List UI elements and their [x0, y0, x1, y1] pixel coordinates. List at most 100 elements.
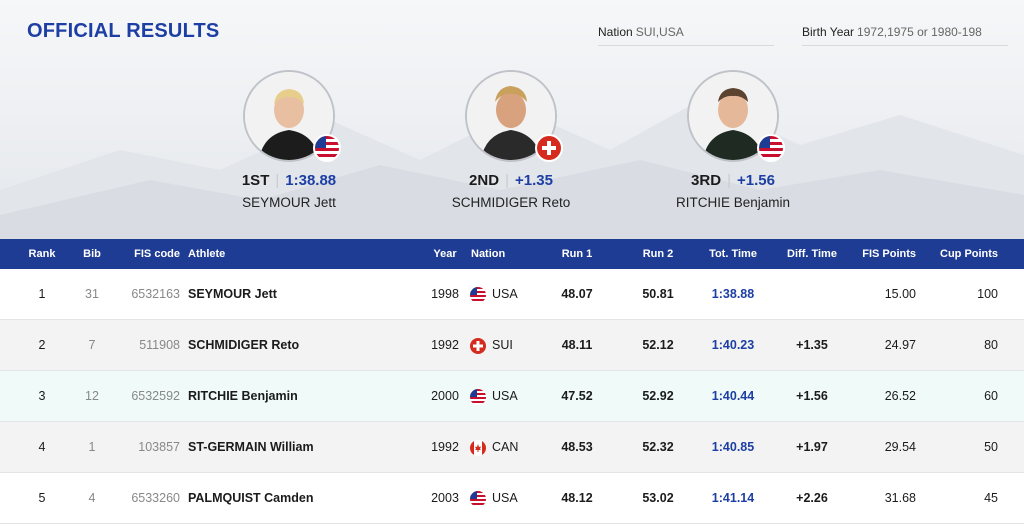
usa-flag-icon: [470, 491, 488, 507]
table-row[interactable]: 2 7 511908 SCHMIDIGER Reto 1992 SUI 48.1…: [0, 320, 1024, 371]
birth-year-filter[interactable]: Birth Year 1972,1975 or 1980-198: [802, 25, 1008, 46]
cell-total-time: 1:38.88: [711, 287, 755, 301]
cell-nation: USA: [492, 287, 518, 301]
results-hero: OFFICIAL RESULTS Nation SUI,USA Birth Yea…: [0, 0, 1024, 239]
podium-time: 1:38.88: [285, 172, 337, 189]
header-year[interactable]: Year: [433, 248, 457, 260]
cell-fis-code: 6533260: [131, 491, 180, 505]
cell-fis-points: 31.68: [884, 491, 916, 505]
page-title: OFFICIAL RESULTS: [27, 20, 220, 42]
cell-fis-points: 29.54: [884, 440, 916, 454]
cell-year: 1998: [431, 287, 459, 301]
cell-cup-points: 60: [984, 389, 998, 403]
nation-filter[interactable]: Nation SUI,USA: [598, 25, 774, 46]
cell-cup-points: 100: [977, 287, 998, 301]
cell-diff-time: +1.35: [796, 338, 828, 352]
usa-flag-icon: [757, 134, 785, 162]
header-total-time[interactable]: Tot. Time: [709, 248, 757, 260]
table-row[interactable]: 4 1 103857 ST-GERMAIN William 1992 CAN 4…: [0, 422, 1024, 473]
podium-time: +1.35: [514, 172, 553, 189]
podium-athlete-name: RITCHIE Benjamin: [675, 195, 791, 210]
canada-flag-icon: [470, 440, 488, 456]
podium-place: 3RD: [691, 172, 722, 189]
podium-time: +1.56: [736, 172, 775, 189]
cell-year: 1992: [431, 338, 459, 352]
usa-flag-icon: [470, 389, 488, 405]
podium-place: 2ND: [469, 172, 500, 189]
cell-year: 1992: [431, 440, 459, 454]
cell-fis-code: 511908: [139, 338, 180, 352]
cell-total-time: 1:40.44: [711, 389, 755, 403]
cell-run2: 53.02: [642, 491, 674, 505]
nation-filter-value: SUI,USA: [635, 25, 684, 39]
table-row[interactable]: 3 12 6532592 RITCHIE Benjamin 2000 USA 4…: [0, 371, 1024, 422]
cell-cup-points: 80: [984, 338, 998, 352]
results-table-header: Rank Bib FIS code Athlete Year Nation Ru…: [0, 239, 1024, 269]
cell-bib: 31: [85, 287, 99, 301]
cell-rank: 5: [38, 491, 46, 505]
cell-athlete[interactable]: PALMQUIST Camden: [188, 491, 314, 505]
cell-fis-code: 6532592: [131, 389, 180, 403]
podium-athlete-name: SEYMOUR Jett: [242, 195, 336, 210]
cell-total-time: 1:41.14: [711, 491, 755, 505]
switzerland-flag-icon: [535, 134, 563, 162]
podium-place: 1ST: [241, 172, 270, 189]
nation-filter-label: Nation: [598, 25, 633, 39]
cell-nation: USA: [492, 389, 518, 403]
cell-diff-time: +1.56: [796, 389, 828, 403]
usa-flag-icon: [313, 134, 341, 162]
cell-total-time: 1:40.23: [711, 338, 755, 352]
cell-fis-points: 15.00: [884, 287, 916, 301]
birth-year-filter-label: Birth Year: [802, 25, 855, 39]
cell-rank: 3: [38, 389, 46, 403]
header-fis-points[interactable]: FIS Points: [862, 248, 916, 260]
cell-diff-time: +2.26: [796, 491, 828, 505]
table-row[interactable]: 1 31 6532163 SEYMOUR Jett 1998 USA 48.07…: [0, 269, 1024, 320]
cell-run1: 47.52: [561, 389, 593, 403]
cell-bib: 7: [88, 338, 96, 352]
header-fis-code[interactable]: FIS code: [134, 248, 180, 260]
header-bib[interactable]: Bib: [83, 248, 101, 260]
cell-rank: 2: [38, 338, 46, 352]
cell-athlete[interactable]: RITCHIE Benjamin: [188, 389, 298, 403]
cell-cup-points: 45: [984, 491, 998, 505]
header-cup-points[interactable]: Cup Points: [940, 248, 999, 260]
cell-fis-code: 6532163: [131, 287, 180, 301]
header-run1[interactable]: Run 1: [561, 248, 593, 260]
cell-rank: 4: [38, 440, 46, 454]
cell-nation: CAN: [492, 440, 519, 454]
header-diff-time[interactable]: Diff. Time: [787, 248, 837, 260]
cell-run1: 48.07: [561, 287, 593, 301]
header-nation[interactable]: Nation: [471, 248, 506, 260]
header-rank[interactable]: Rank: [28, 248, 56, 260]
cell-bib: 12: [85, 389, 99, 403]
cell-run2: 52.12: [642, 338, 674, 352]
cell-diff-time: +1.97: [796, 440, 828, 454]
podium-first[interactable]: 1ST | 1:38.88 SEYMOUR Jett: [189, 70, 389, 210]
cell-bib: 4: [88, 491, 96, 505]
cell-rank: 1: [38, 287, 46, 301]
header-run2[interactable]: Run 2: [642, 248, 674, 260]
cell-run1: 48.12: [561, 491, 593, 505]
cell-run2: 52.92: [642, 389, 674, 403]
cell-run2: 52.32: [642, 440, 674, 454]
podium-third[interactable]: 3RD | +1.56 RITCHIE Benjamin: [633, 70, 833, 210]
cell-athlete[interactable]: SCHMIDIGER Reto: [188, 338, 300, 352]
cell-run1: 48.11: [561, 338, 593, 352]
cell-total-time: 1:40.85: [711, 440, 755, 454]
switzerland-flag-icon: [470, 338, 488, 354]
cell-nation: SUI: [492, 338, 513, 352]
cell-fis-points: 24.97: [884, 338, 916, 352]
header-athlete[interactable]: Athlete: [188, 248, 226, 260]
avatar: [687, 70, 779, 162]
cell-fis-points: 26.52: [884, 389, 916, 403]
cell-run1: 48.53: [561, 440, 593, 454]
cell-athlete[interactable]: ST-GERMAIN William: [188, 440, 314, 454]
cell-year: 2000: [431, 389, 459, 403]
cell-cup-points: 50: [984, 440, 998, 454]
cell-bib: 1: [88, 440, 96, 454]
usa-flag-icon: [470, 287, 488, 303]
cell-athlete[interactable]: SEYMOUR Jett: [188, 287, 277, 301]
podium-second[interactable]: 2ND | +1.35 SCHMIDIGER Reto: [411, 70, 611, 210]
table-row[interactable]: 5 4 6533260 PALMQUIST Camden 2003 USA 48…: [0, 473, 1024, 524]
